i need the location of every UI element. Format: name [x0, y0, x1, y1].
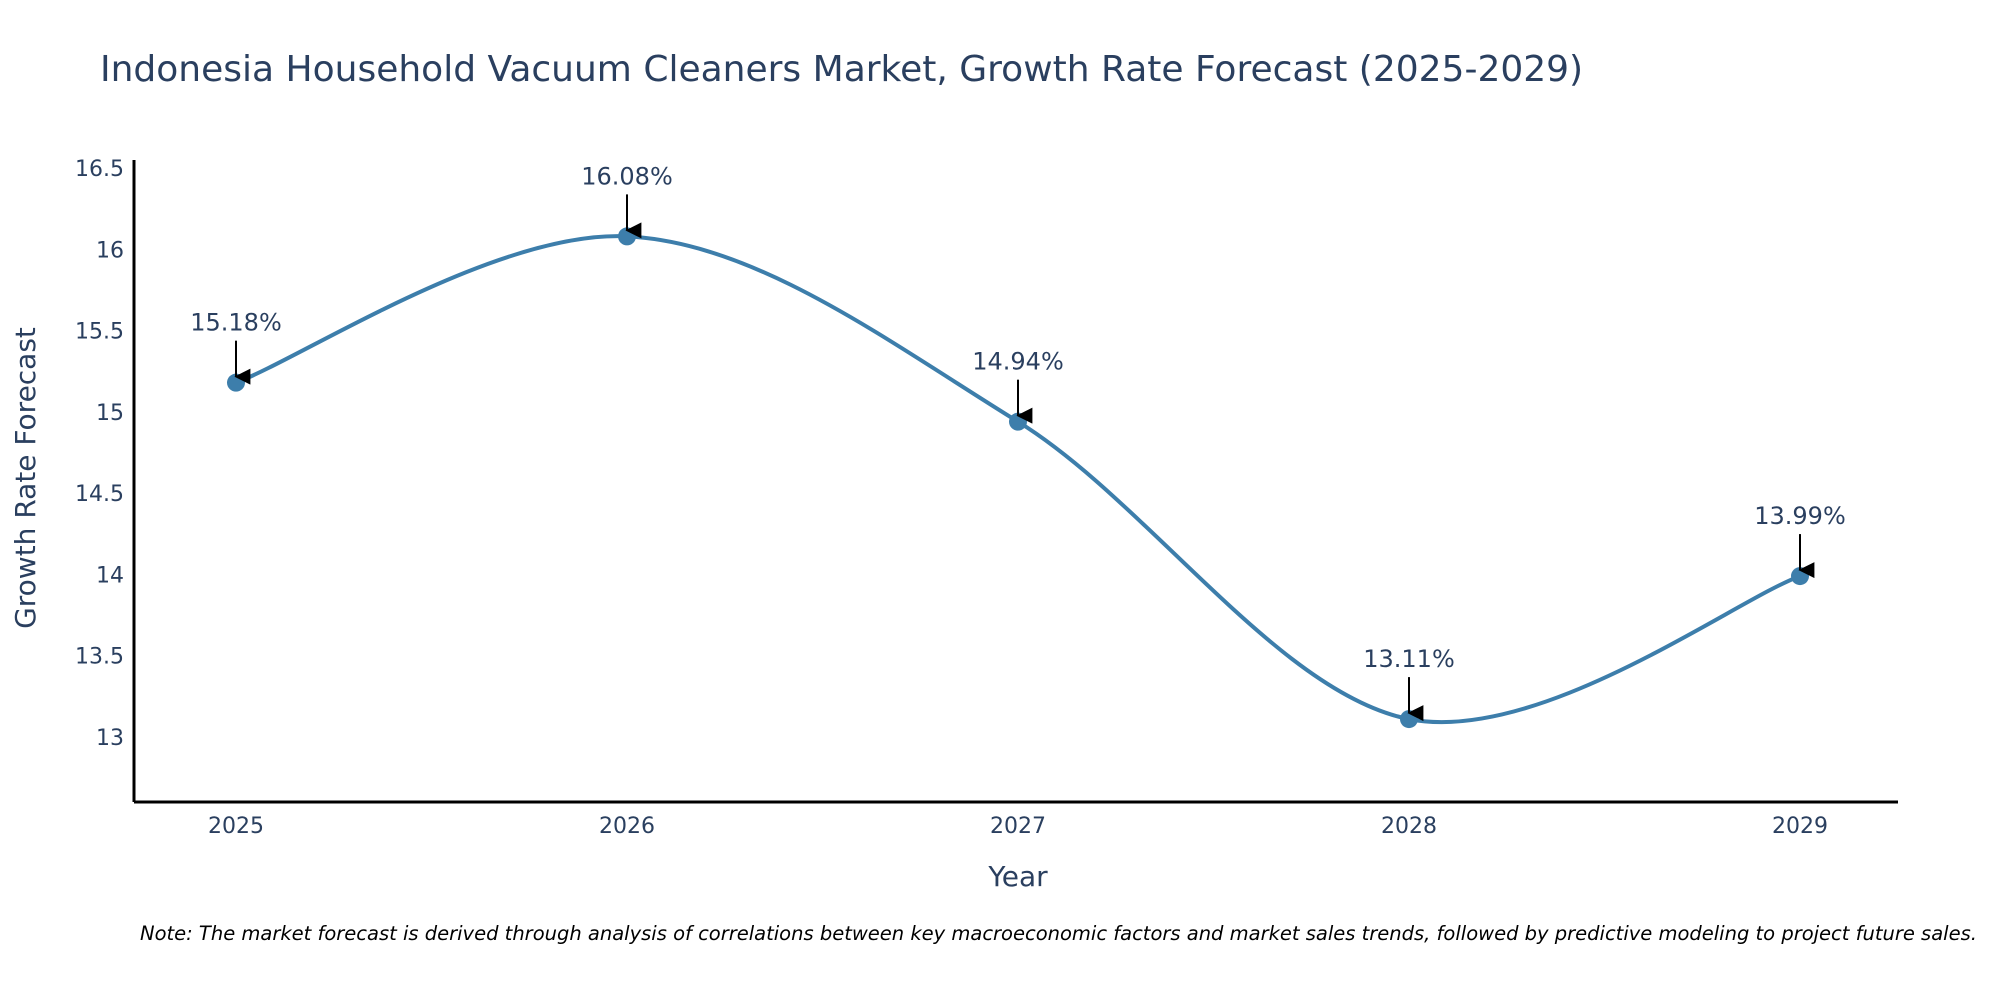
footnote: Note: The market forecast is derived thr…	[140, 922, 1977, 945]
y-tick-label: 13	[96, 726, 124, 751]
y-tick-label: 15	[96, 401, 124, 426]
chart-title: Indonesia Household Vacuum Cleaners Mark…	[100, 49, 1583, 90]
data-label: 13.99%	[1754, 502, 1846, 530]
x-tick-label: 2028	[1381, 814, 1437, 839]
y-tick-label: 13.5	[75, 645, 124, 670]
y-axis-title: Growth Rate Forecast	[9, 327, 42, 629]
data-label: 13.11%	[1363, 645, 1455, 673]
x-tick-label: 2025	[208, 814, 264, 839]
x-axis-title: Year	[987, 860, 1048, 893]
series-line	[235, 234, 1801, 725]
series-markers	[227, 227, 1809, 729]
y-tick-label: 14	[96, 563, 124, 588]
x-tick-label: 2026	[599, 814, 655, 839]
data-label: 15.18%	[190, 309, 282, 337]
x-axis-ticks: 2025 2026 2027 2028 2029	[208, 814, 1828, 839]
y-tick-label: 16.5	[75, 157, 124, 182]
x-tick-label: 2027	[990, 814, 1046, 839]
data-label: 14.94%	[972, 348, 1064, 376]
y-tick-label: 16	[96, 238, 124, 263]
data-label: 16.08%	[581, 162, 673, 190]
y-tick-label: 15.5	[75, 320, 124, 345]
y-axis-ticks: 13 13.5 14 14.5 15 15.5 16 16.5	[75, 157, 124, 751]
y-tick-label: 14.5	[75, 482, 124, 507]
data-labels: 15.18% 16.08% 14.94% 13.11% 13.99%	[190, 162, 1846, 722]
x-tick-label: 2029	[1772, 814, 1828, 839]
